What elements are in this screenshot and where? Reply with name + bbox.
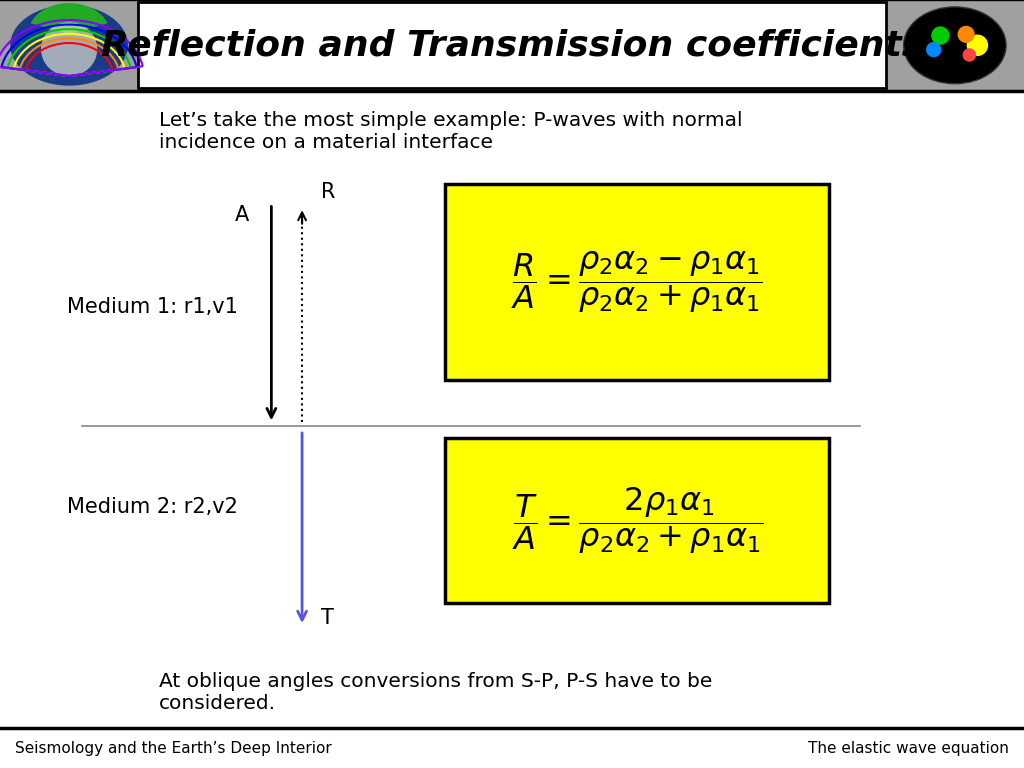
Wedge shape xyxy=(31,3,108,34)
Text: Medium 2: r2,v2: Medium 2: r2,v2 xyxy=(67,497,238,517)
Bar xyxy=(138,2,886,88)
Ellipse shape xyxy=(926,42,941,58)
Text: Reflection and Transmission coefficients: Reflection and Transmission coefficients xyxy=(101,28,923,62)
Text: At oblique angles conversions from S-P, P-S have to be
considered.: At oblique angles conversions from S-P, … xyxy=(159,672,712,713)
Bar xyxy=(0,728,1024,768)
Text: Seismology and the Earth’s Deep Interior: Seismology and the Earth’s Deep Interior xyxy=(15,740,332,756)
Ellipse shape xyxy=(10,5,128,85)
Text: $\dfrac{T}{A} = \dfrac{2\rho_1\alpha_1}{\rho_2\alpha_2 + \rho_1\alpha_1}$: $\dfrac{T}{A} = \dfrac{2\rho_1\alpha_1}{… xyxy=(512,485,763,556)
Ellipse shape xyxy=(963,48,976,61)
Text: Medium 1: r1,v1: Medium 1: r1,v1 xyxy=(67,297,238,317)
Text: The elastic wave equation: The elastic wave equation xyxy=(808,740,1009,756)
Circle shape xyxy=(903,7,1006,84)
Text: T: T xyxy=(321,608,334,628)
Ellipse shape xyxy=(41,22,97,76)
Text: A: A xyxy=(234,205,249,225)
Ellipse shape xyxy=(957,26,975,43)
Ellipse shape xyxy=(967,35,988,56)
Bar xyxy=(0,0,1024,91)
Text: Let’s take the most simple example: P-waves with normal
incidence on a material : Let’s take the most simple example: P-wa… xyxy=(159,111,742,152)
FancyBboxPatch shape xyxy=(445,184,829,380)
Text: R: R xyxy=(321,182,335,202)
FancyBboxPatch shape xyxy=(445,438,829,603)
Ellipse shape xyxy=(931,26,949,45)
Text: $\dfrac{R}{A} = \dfrac{\rho_2\alpha_2 - \rho_1\alpha_1}{\rho_2\alpha_2 + \rho_1\: $\dfrac{R}{A} = \dfrac{\rho_2\alpha_2 - … xyxy=(511,250,764,315)
